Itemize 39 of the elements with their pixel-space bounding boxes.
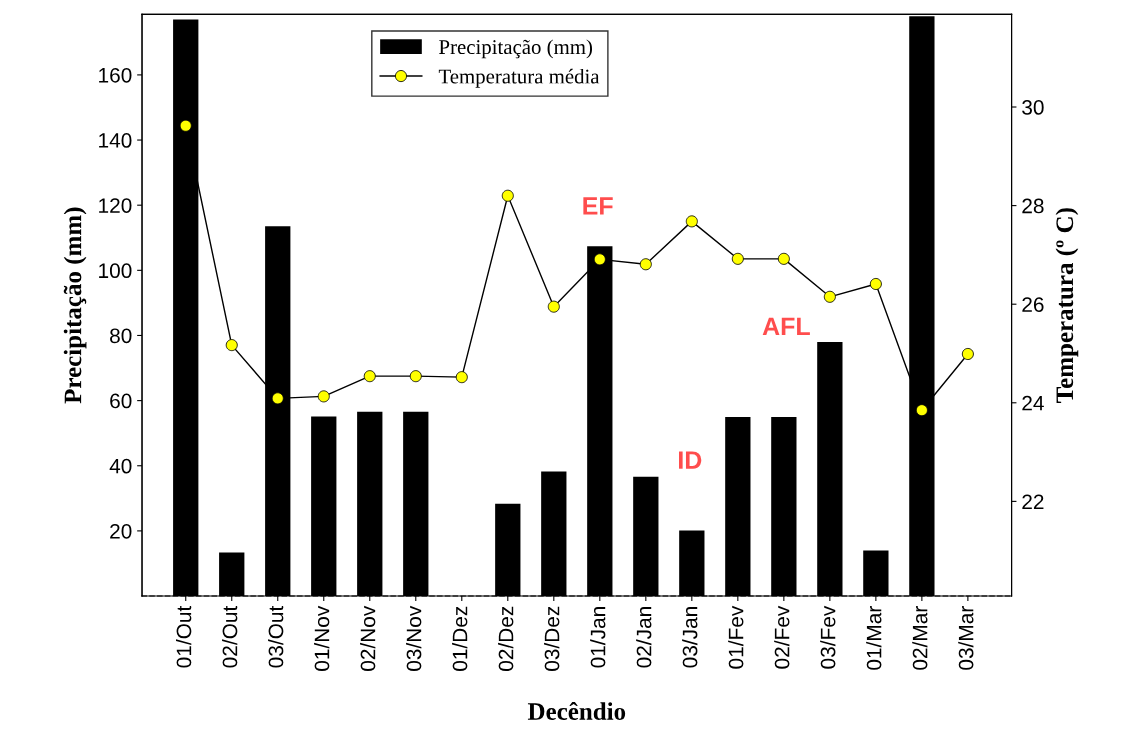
legend-label: Temperatura média bbox=[438, 68, 600, 88]
y-tick-label: 100 bbox=[99, 263, 132, 279]
annotation: AFL bbox=[762, 317, 810, 335]
y-axis-title: Precipitação (mm) bbox=[63, 207, 87, 404]
x-tick-label: 03/Dez bbox=[544, 606, 560, 671]
x-tick-label: 03/Mar bbox=[958, 606, 974, 670]
y-tick-label: 20 bbox=[110, 523, 132, 539]
x-axis-title: Decêndio bbox=[527, 702, 626, 720]
y-tick-label: 140 bbox=[99, 133, 132, 148]
x-tick-label: 01/Out bbox=[176, 605, 192, 668]
y2-axis-title: Temperatura (º C) bbox=[1055, 208, 1079, 403]
x-tick-label: 02/Mar bbox=[912, 606, 928, 670]
y2-tick-label: 24 bbox=[1022, 395, 1044, 411]
x-tick-label: 02/Dez bbox=[498, 606, 514, 671]
x-tick-label: 01/Nov bbox=[314, 605, 330, 671]
y-tick-label: 80 bbox=[110, 328, 132, 344]
x-tick-label: 01/Jan bbox=[590, 607, 606, 668]
annotation: ID bbox=[679, 451, 702, 469]
x-tick-label: 01/Dez bbox=[452, 606, 468, 671]
x-tick-label: 03/Nov bbox=[406, 605, 422, 671]
x-tick-label: 02/Fev bbox=[774, 605, 790, 669]
y2-tick-label: 26 bbox=[1022, 297, 1044, 312]
x-tick-label: 03/Fev bbox=[820, 605, 836, 669]
x-tick-label: 02/Jan bbox=[636, 607, 652, 668]
x-tick-label: 01/Fev bbox=[728, 605, 744, 669]
y-tick-label: 160 bbox=[99, 67, 132, 83]
x-tick-label: 02/Nov bbox=[360, 605, 376, 671]
x-tick-label: 03/Out bbox=[268, 605, 284, 668]
y-tick-label: 120 bbox=[99, 198, 132, 213]
y-tick-label: 40 bbox=[109, 458, 132, 474]
legend-label: Precipitação (mm) bbox=[439, 39, 593, 59]
x-tick-label: 03/Jan bbox=[682, 607, 698, 668]
x-tick-label: 02/Out bbox=[222, 605, 238, 668]
y-tick-label: 60 bbox=[110, 393, 132, 409]
y2-tick-label: 30 bbox=[1022, 100, 1044, 115]
y2-tick-label: 28 bbox=[1022, 198, 1044, 214]
annotation: EF bbox=[583, 197, 613, 215]
y2-tick-label: 22 bbox=[1022, 494, 1044, 509]
x-tick-label: 01/Mar bbox=[866, 606, 882, 670]
